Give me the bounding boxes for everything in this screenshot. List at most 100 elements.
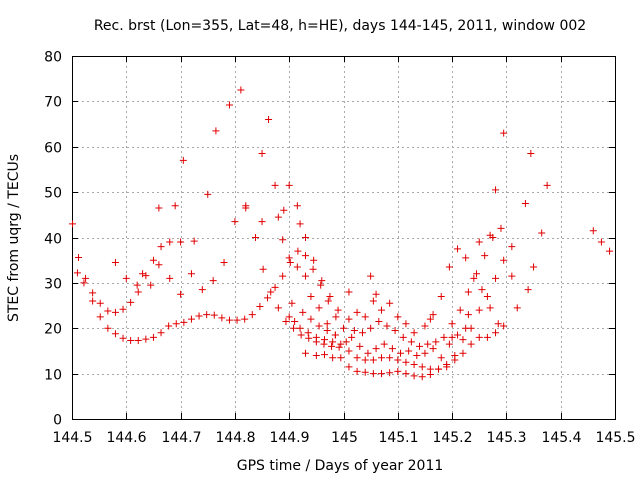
data-point bbox=[180, 318, 188, 326]
data-point bbox=[421, 322, 429, 330]
data-point bbox=[172, 320, 180, 328]
y-tick-label: 0 bbox=[53, 413, 62, 429]
data-point bbox=[391, 327, 399, 335]
data-point bbox=[410, 361, 418, 369]
data-point bbox=[209, 277, 217, 285]
data-point bbox=[508, 272, 516, 280]
data-point bbox=[426, 315, 434, 323]
data-point bbox=[111, 308, 119, 316]
data-point bbox=[486, 231, 494, 239]
data-point bbox=[369, 297, 377, 305]
data-point bbox=[282, 317, 290, 325]
data-point bbox=[80, 279, 88, 287]
data-point bbox=[500, 129, 508, 137]
data-point bbox=[437, 292, 445, 300]
data-point bbox=[279, 236, 287, 244]
data-point bbox=[104, 307, 112, 315]
data-point bbox=[274, 213, 282, 221]
data-point bbox=[470, 274, 478, 282]
data-point bbox=[597, 238, 605, 246]
data-point bbox=[335, 343, 343, 351]
data-point bbox=[177, 290, 185, 298]
data-point bbox=[478, 286, 486, 294]
data-point bbox=[483, 333, 491, 341]
data-point bbox=[543, 181, 551, 189]
data-point bbox=[361, 368, 369, 376]
data-point bbox=[301, 234, 309, 241]
data-point bbox=[421, 349, 429, 357]
data-point bbox=[312, 333, 320, 341]
data-point bbox=[402, 320, 410, 328]
data-point bbox=[190, 237, 198, 245]
data-point bbox=[225, 101, 233, 109]
y-tick-label: 80 bbox=[44, 50, 62, 66]
data-point bbox=[139, 270, 147, 278]
data-point bbox=[119, 334, 127, 342]
data-point bbox=[111, 258, 119, 266]
data-point bbox=[195, 312, 203, 320]
data-point bbox=[304, 329, 312, 337]
data-point bbox=[119, 305, 127, 313]
data-point bbox=[524, 286, 532, 294]
data-point bbox=[443, 361, 451, 369]
data-point bbox=[165, 322, 173, 330]
x-tick-label: 145.1 bbox=[378, 430, 418, 446]
data-point bbox=[369, 356, 377, 364]
data-point bbox=[345, 288, 353, 296]
data-point bbox=[369, 370, 377, 378]
data-point bbox=[378, 354, 386, 362]
data-point bbox=[437, 354, 445, 362]
data-point bbox=[293, 202, 301, 210]
axis-ticks bbox=[72, 56, 616, 420]
data-point bbox=[301, 349, 309, 357]
data-point bbox=[279, 272, 287, 280]
data-point bbox=[307, 315, 315, 323]
data-point bbox=[280, 206, 288, 214]
data-point bbox=[133, 281, 141, 289]
data-point bbox=[462, 324, 470, 332]
data-point bbox=[149, 256, 157, 264]
data-point bbox=[312, 351, 320, 359]
data-point bbox=[286, 258, 294, 266]
data-point bbox=[69, 220, 77, 228]
data-point bbox=[96, 299, 104, 307]
x-tick-label: 144.8 bbox=[215, 430, 255, 446]
data-point bbox=[416, 342, 424, 350]
data-point bbox=[589, 227, 597, 235]
data-point bbox=[448, 320, 456, 328]
data-point bbox=[386, 369, 394, 377]
data-point bbox=[315, 304, 323, 312]
data-point bbox=[233, 316, 241, 324]
data-point bbox=[429, 311, 437, 319]
x-tick-label: 145 bbox=[331, 430, 358, 446]
data-point bbox=[147, 281, 155, 289]
data-point bbox=[320, 336, 328, 344]
data-point bbox=[204, 190, 212, 198]
data-point bbox=[203, 311, 211, 319]
data-point bbox=[166, 238, 174, 246]
data-point bbox=[486, 304, 494, 312]
data-point bbox=[155, 261, 163, 269]
data-point bbox=[237, 86, 245, 94]
x-axis-label: GPS time / Days of year 2011 bbox=[237, 458, 444, 474]
data-point bbox=[435, 365, 443, 373]
y-tick-label: 20 bbox=[44, 322, 62, 338]
data-point bbox=[432, 338, 440, 346]
data-point bbox=[445, 263, 453, 271]
x-tick-label: 144.5 bbox=[52, 430, 92, 446]
data-point bbox=[111, 330, 119, 338]
data-point bbox=[309, 265, 317, 273]
data-point bbox=[305, 334, 313, 342]
data-point bbox=[155, 204, 163, 212]
data-point bbox=[157, 329, 165, 337]
data-point bbox=[104, 324, 112, 332]
data-point bbox=[606, 247, 614, 255]
data-point bbox=[454, 331, 462, 339]
data-point bbox=[475, 333, 483, 341]
data-point bbox=[157, 243, 165, 251]
x-axis-tick-labels: 144.5 144.6 144.7 144.8 144.9 145 145.1 145.2 14… bbox=[52, 430, 635, 446]
data-point bbox=[271, 181, 279, 189]
data-point bbox=[297, 331, 305, 339]
y-axis-tick-labels: 0 10 20 30 40 50 60 70 80 bbox=[44, 50, 62, 429]
data-point bbox=[467, 340, 475, 348]
